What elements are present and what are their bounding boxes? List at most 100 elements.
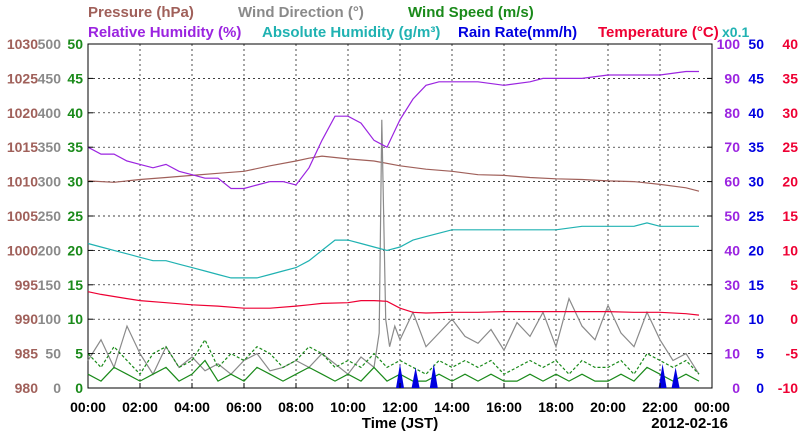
x-tick-label: 02:00 <box>122 399 158 415</box>
x-tick-label: 00:00 <box>70 399 106 415</box>
y-tick-label: 90 <box>724 70 740 86</box>
x-tick-label: 00:00 <box>694 399 730 415</box>
y-tick-label: 1005 <box>7 208 38 224</box>
y-tick-label: 0 <box>53 380 61 396</box>
y-tick-label: 5 <box>790 277 798 293</box>
y-tick-label: 1025 <box>7 70 38 86</box>
x-tick-label: 10:00 <box>330 399 366 415</box>
y-tick-label: 40 <box>748 105 764 121</box>
rain-rate-spike <box>658 363 667 388</box>
y-tick-label: 1015 <box>7 139 38 155</box>
y-tick-label: 15 <box>782 208 798 224</box>
x-tick-label: 04:00 <box>174 399 210 415</box>
scale-note: x0.1 <box>722 24 749 40</box>
legend-entry: Rain Rate(mm/h) <box>458 24 577 41</box>
y-tick-label: 0 <box>732 380 740 396</box>
x-tick-label: 18:00 <box>538 399 574 415</box>
y-tick-label: 20 <box>67 242 83 258</box>
y-tick-label: 70 <box>724 139 740 155</box>
y-tick-label: 20 <box>748 242 764 258</box>
y-tick-label: 5 <box>756 346 764 362</box>
y-tick-label: 40 <box>724 242 740 258</box>
y-tick-label: 50 <box>67 36 83 52</box>
y-tick-label: 15 <box>748 277 764 293</box>
y-tick-label: 150 <box>38 277 62 293</box>
y-tick-label: 100 <box>38 311 62 327</box>
y-tick-label: 500 <box>38 36 62 52</box>
y-tick-label: 300 <box>38 174 62 190</box>
y-tick-label: 30 <box>67 174 83 190</box>
legend-entry: Wind Direction (°) <box>238 4 364 21</box>
y-tick-label: 10 <box>67 311 83 327</box>
y-tick-label: 80 <box>724 105 740 121</box>
series-line <box>87 359 700 382</box>
y-tick-label: 5 <box>75 346 83 362</box>
x-tick-label: 14:00 <box>434 399 470 415</box>
series-line <box>87 155 700 192</box>
y-tick-label: 0 <box>756 380 764 396</box>
y-tick-label: 1010 <box>7 174 38 190</box>
x-tick-label: 16:00 <box>486 399 522 415</box>
y-tick-label: 15 <box>67 277 83 293</box>
y-tick-label: 0 <box>790 311 798 327</box>
rain-rate-spike <box>429 363 438 388</box>
x-tick-label: 06:00 <box>226 399 262 415</box>
y-tick-label: -5 <box>786 346 799 362</box>
x-tick-label: 12:00 <box>382 399 418 415</box>
y-tick-label: 200 <box>38 242 62 258</box>
y-tick-label: 25 <box>67 208 83 224</box>
y-tick-label: 990 <box>15 311 39 327</box>
x-axis-label: Time (JST) <box>362 415 438 432</box>
series-line <box>87 338 700 376</box>
y-tick-label: 25 <box>748 208 764 224</box>
y-tick-label: 10 <box>782 242 798 258</box>
y-tick-label: 250 <box>38 208 62 224</box>
y-tick-label: 50 <box>724 208 740 224</box>
legend-entry: Temperature (°C) <box>598 24 719 41</box>
x-axis: 00:00 02:00 04:00 06:00 08:00 10:00 12:00 14:00… <box>70 383 730 415</box>
y-tick-label: 35 <box>67 139 83 155</box>
grid <box>88 44 712 388</box>
y-tick-label: 35 <box>782 70 798 86</box>
y-tick-label: 45 <box>67 70 83 86</box>
y-tick-label: 20 <box>782 174 798 190</box>
legend-entry: Wind Speed (m/s) <box>408 4 534 21</box>
y-tick-label: 10 <box>724 346 740 362</box>
y-tick-label: 25 <box>782 139 798 155</box>
y-tick-label: 35 <box>748 139 764 155</box>
x-tick-label: 20:00 <box>590 399 626 415</box>
y-tick-label: 1030 <box>7 36 38 52</box>
legend-entry: Relative Humidity (%) <box>88 24 241 41</box>
y-tick-label: 50 <box>748 36 764 52</box>
y-tick-label: 1020 <box>7 105 38 121</box>
y-tick-label: 985 <box>15 346 39 362</box>
y-tick-label: 40 <box>67 105 83 121</box>
rain-rate-spike <box>671 367 680 388</box>
y-tick-label: 20 <box>724 311 740 327</box>
y-tick-label: 60 <box>724 174 740 190</box>
legend-entry: Absolute Humidity (g/m³) <box>262 24 440 41</box>
series-layer <box>87 70 700 388</box>
right-axes: 0102030405060708090100051015202530354045… <box>707 36 798 396</box>
y-tick-label: 100 <box>717 36 741 52</box>
x-tick-label: 08:00 <box>278 399 314 415</box>
y-tick-label: 50 <box>45 346 61 362</box>
y-tick-label: 995 <box>15 277 39 293</box>
x-tick-label: 22:00 <box>642 399 678 415</box>
y-tick-label: 980 <box>15 380 39 396</box>
y-tick-label: 350 <box>38 139 62 155</box>
y-tick-label: -10 <box>778 380 798 396</box>
y-tick-label: 45 <box>748 70 764 86</box>
left-axes: 9809859909951000100510101015102010251030… <box>7 36 93 396</box>
y-tick-label: 40 <box>782 36 798 52</box>
rain-rate-spike <box>396 363 404 388</box>
series-line <box>87 119 700 376</box>
rain-rate-spike <box>411 367 420 388</box>
series-line <box>87 291 700 316</box>
y-tick-label: 30 <box>782 105 798 121</box>
legend-entry: Pressure (hPa) <box>88 4 194 21</box>
y-tick-label: 30 <box>724 277 740 293</box>
y-tick-label: 0 <box>75 380 83 396</box>
y-tick-label: 400 <box>38 105 62 121</box>
